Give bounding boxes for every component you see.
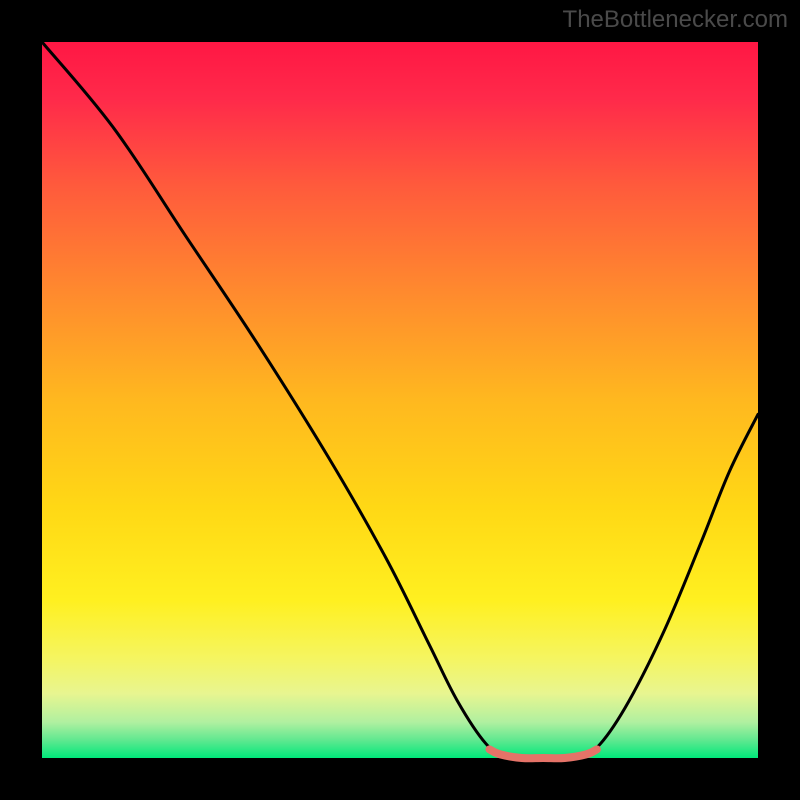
- watermark-text: TheBottlenecker.com: [563, 6, 788, 34]
- chart-svg: [0, 0, 800, 800]
- bottleneck-chart: [0, 0, 800, 800]
- chart-background: [42, 42, 758, 758]
